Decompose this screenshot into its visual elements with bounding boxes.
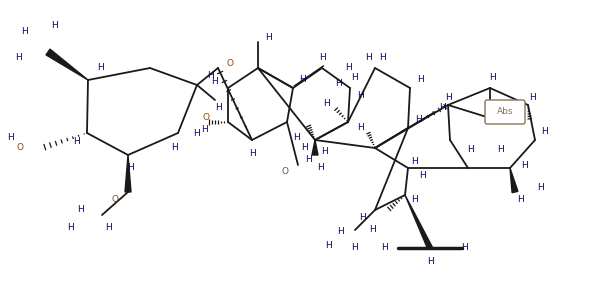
Text: H: H (426, 257, 433, 267)
Text: H: H (207, 71, 214, 79)
Text: H: H (351, 73, 359, 82)
Text: H: H (357, 90, 364, 100)
Text: H: H (379, 53, 386, 61)
Text: H: H (127, 164, 134, 172)
Text: H: H (337, 228, 343, 236)
Text: O: O (112, 195, 118, 205)
Text: H: H (321, 148, 328, 156)
Text: H: H (412, 195, 418, 205)
Text: H: H (537, 183, 544, 193)
Text: H: H (317, 164, 323, 172)
Text: H: H (417, 75, 423, 84)
Text: H: H (462, 243, 468, 253)
Text: O: O (16, 144, 24, 152)
Polygon shape (312, 140, 318, 155)
Text: H: H (21, 28, 29, 36)
Text: H: H (52, 20, 59, 30)
Text: H: H (77, 205, 84, 214)
Text: H: H (368, 226, 375, 234)
Text: H: H (7, 133, 13, 141)
Text: H: H (323, 98, 329, 108)
Text: H: H (105, 224, 112, 232)
Text: H: H (415, 115, 422, 125)
Text: H: H (73, 137, 79, 146)
Text: H: H (360, 214, 367, 222)
Text: H: H (365, 53, 371, 61)
Polygon shape (405, 195, 432, 249)
Polygon shape (510, 168, 518, 193)
Polygon shape (46, 49, 88, 80)
Text: H: H (382, 243, 389, 253)
Text: H: H (325, 241, 331, 249)
Text: H: H (467, 146, 473, 154)
Text: H: H (66, 224, 73, 232)
Text: H: H (96, 63, 103, 71)
Text: H: H (440, 102, 447, 112)
Text: H: H (351, 243, 359, 253)
Text: H: H (301, 144, 309, 152)
Text: H: H (445, 94, 451, 102)
Text: H: H (171, 144, 178, 152)
Text: H: H (304, 156, 311, 164)
Text: H: H (193, 129, 199, 137)
Text: H: H (249, 148, 256, 158)
Text: Abs: Abs (497, 108, 513, 117)
Text: H: H (300, 75, 306, 84)
Text: H: H (15, 53, 21, 63)
Text: H: H (522, 160, 528, 170)
Text: H: H (412, 158, 418, 166)
Text: H: H (293, 133, 300, 143)
Text: H: H (212, 77, 218, 86)
Text: H: H (265, 32, 271, 42)
Text: H: H (517, 195, 523, 205)
FancyBboxPatch shape (485, 100, 525, 124)
Polygon shape (125, 155, 131, 192)
Text: H: H (418, 170, 425, 179)
Text: O: O (226, 59, 234, 67)
Text: H: H (345, 63, 351, 73)
Text: H: H (542, 127, 548, 137)
Text: O: O (281, 168, 289, 177)
Text: H: H (357, 123, 364, 131)
Text: H: H (529, 94, 536, 102)
Text: H: H (489, 73, 495, 82)
Text: H: H (335, 79, 342, 88)
Text: O: O (203, 113, 209, 123)
Text: H: H (202, 125, 209, 135)
Text: H: H (318, 53, 325, 61)
Text: H: H (215, 104, 221, 113)
Text: H: H (497, 146, 503, 154)
